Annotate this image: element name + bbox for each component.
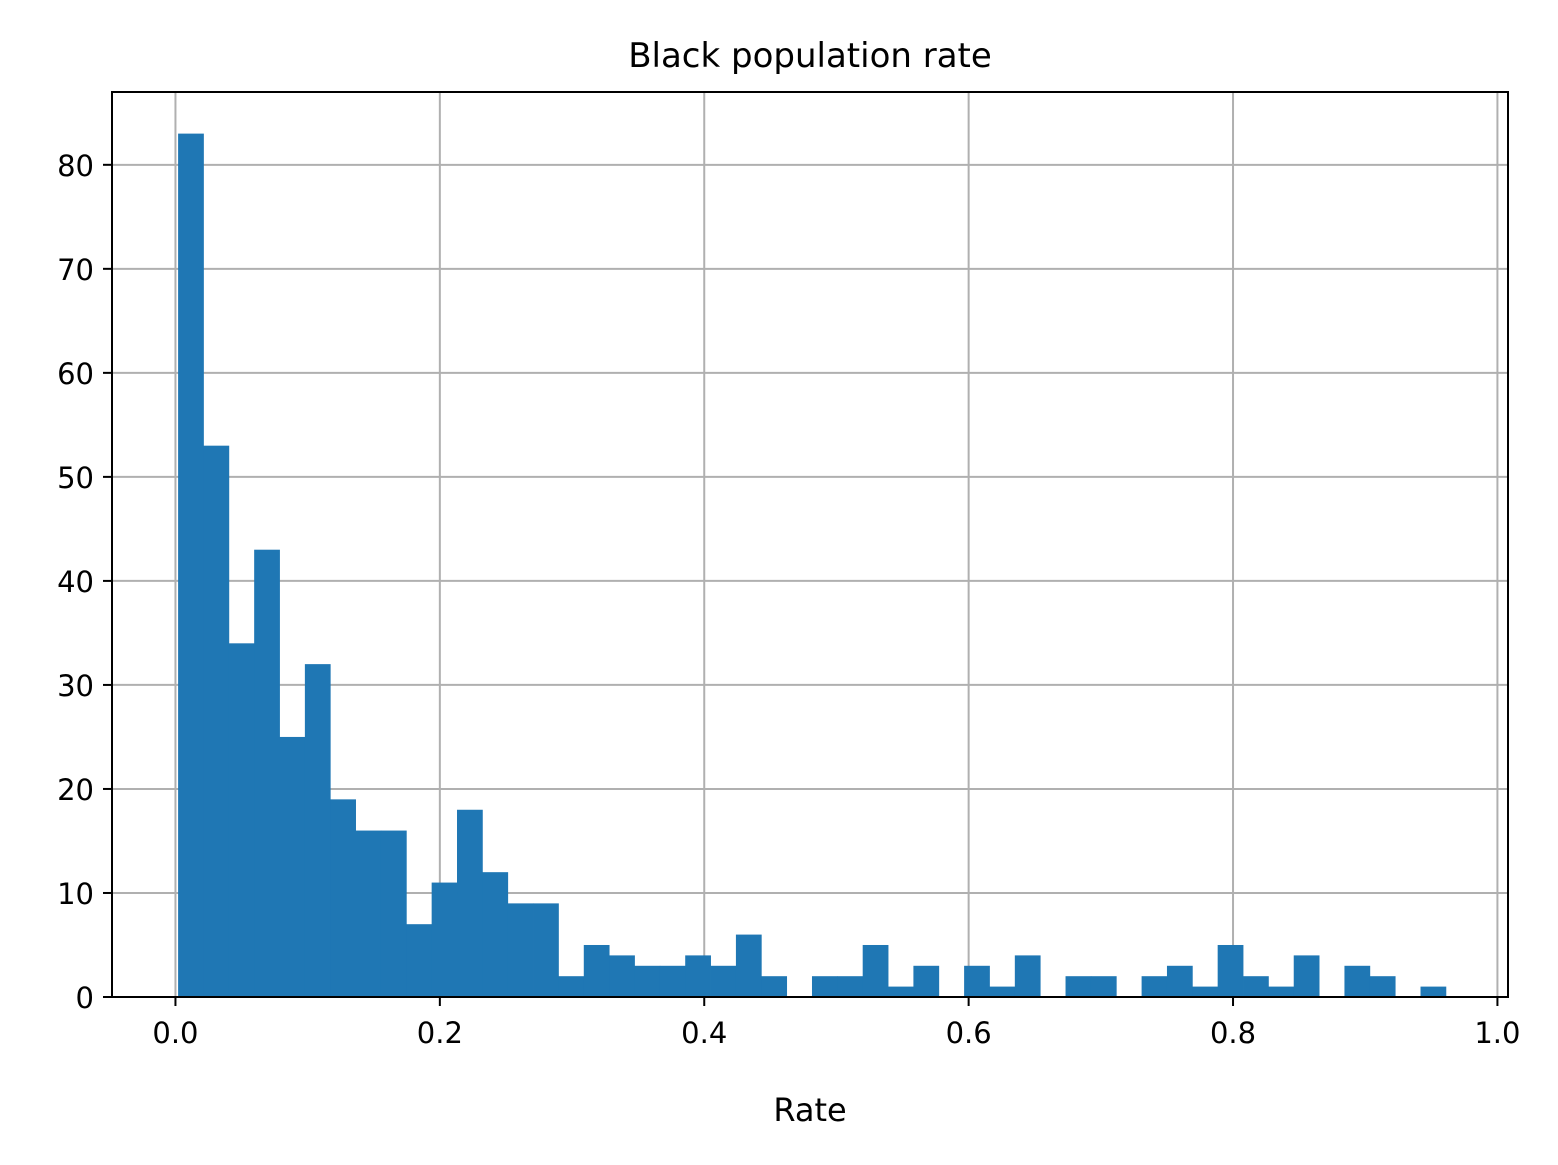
histogram-bar <box>837 976 864 997</box>
histogram-bar <box>1217 944 1244 997</box>
histogram-bar <box>862 944 889 997</box>
histogram-bar <box>406 924 433 997</box>
histogram-bar <box>507 903 534 997</box>
histogram-bar <box>1141 976 1168 997</box>
histogram-bar <box>989 986 1016 997</box>
histogram-bar <box>1293 955 1320 997</box>
histogram-bar <box>634 965 661 997</box>
histogram-bar <box>761 976 788 997</box>
x-tick-label: 0.8 <box>1210 1016 1256 1050</box>
histogram-bar <box>685 955 711 997</box>
y-tick-label: 80 <box>57 149 94 183</box>
y-tick-label: 10 <box>57 877 94 911</box>
x-tick-label: 0.4 <box>681 1016 727 1050</box>
y-tick-label: 40 <box>57 565 94 599</box>
histogram-bar <box>1369 976 1396 997</box>
y-tick-label: 70 <box>57 253 94 287</box>
histogram-bar <box>330 799 356 997</box>
histogram-bar <box>254 549 280 997</box>
x-tick-label: 1.0 <box>1474 1016 1520 1050</box>
histogram-bar <box>431 882 458 997</box>
histogram-bar <box>1166 965 1193 997</box>
histogram-bar <box>1268 986 1295 997</box>
histogram-bar <box>913 965 940 997</box>
histogram-bar <box>355 830 382 997</box>
histogram-bar <box>1065 976 1092 997</box>
histogram-bar <box>203 445 230 997</box>
x-tick-label: 0.6 <box>946 1016 992 1050</box>
histogram-bar <box>1090 976 1117 997</box>
histogram-bar <box>482 872 509 997</box>
histogram-bar <box>710 965 737 997</box>
histogram-bar <box>1014 955 1041 997</box>
histogram-bar <box>457 809 483 997</box>
histogram-bar <box>228 643 255 997</box>
ticks-layer: 0.0 0.2 0.4 0.6 0.8 1.0 0 10 20 30 40 50 60 70 80 <box>57 149 1520 1050</box>
y-tick-label: 0 <box>76 981 94 1015</box>
histogram-bar <box>558 976 585 997</box>
histogram-bar <box>659 965 686 997</box>
y-tick-label: 20 <box>57 773 94 807</box>
histogram-bar <box>1243 976 1269 997</box>
histogram-bar <box>279 736 306 997</box>
histogram-bar <box>1192 986 1219 997</box>
histogram-bar <box>735 934 762 997</box>
y-tick-label: 50 <box>57 461 94 495</box>
chart-title: Black population rate <box>628 36 992 76</box>
histogram-bar <box>609 955 635 997</box>
histogram-bar <box>304 664 331 997</box>
histogram-bar <box>380 830 407 997</box>
histogram-bar <box>888 986 914 997</box>
histogram-bar <box>811 976 838 997</box>
histogram-bar <box>583 944 610 997</box>
histogram-bar <box>533 903 559 997</box>
histogram-bar <box>1420 986 1447 997</box>
histogram-bar <box>964 965 990 997</box>
x-tick-label: 0.0 <box>152 1016 198 1050</box>
x-axis-label: Rate <box>773 1091 846 1129</box>
histogram-bar <box>178 133 204 997</box>
y-tick-label: 30 <box>57 669 94 703</box>
axes-frame <box>111 91 1509 998</box>
y-tick-label: 60 <box>57 357 94 391</box>
x-tick-label: 0.2 <box>417 1016 463 1050</box>
histogram-bar <box>1344 965 1371 997</box>
bars-layer <box>178 133 1447 997</box>
